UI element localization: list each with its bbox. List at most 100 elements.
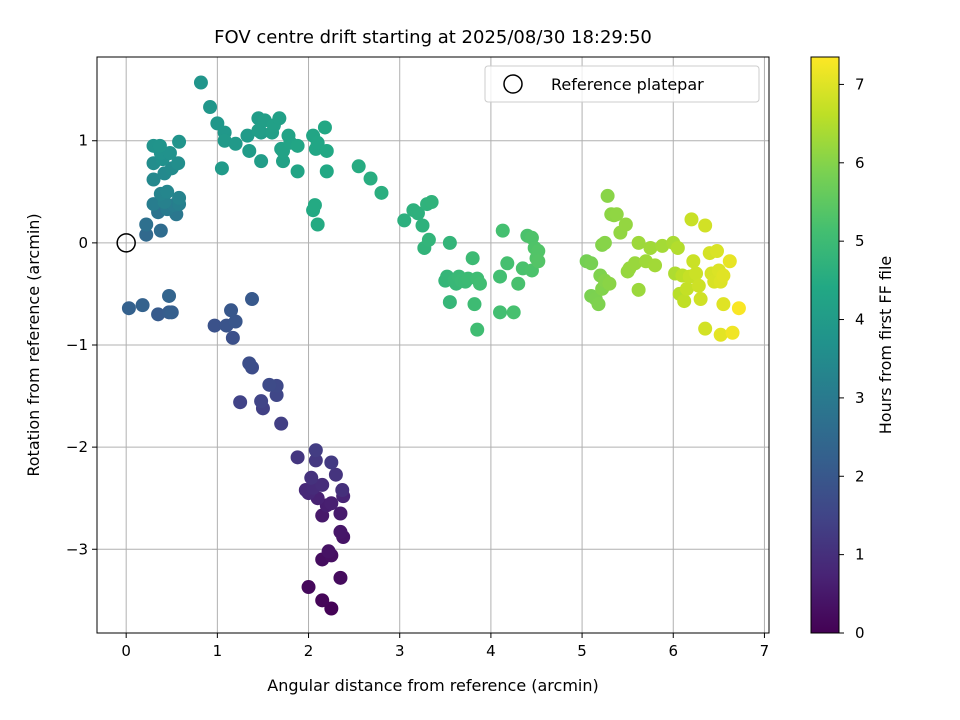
scatter-point xyxy=(139,217,154,232)
scatter-point xyxy=(193,75,208,90)
scatter-point xyxy=(245,292,260,307)
scatter-point xyxy=(627,256,642,271)
scatter-point xyxy=(290,450,305,465)
scatter-point xyxy=(324,496,339,511)
scatter-point xyxy=(531,254,546,269)
scatter-point xyxy=(321,544,336,559)
scatter-point xyxy=(618,217,633,232)
x-tick-label: 3 xyxy=(395,642,405,660)
scatter-point xyxy=(304,470,319,485)
scatter-point xyxy=(648,258,663,273)
x-tick-label: 2 xyxy=(304,642,314,660)
scatter-point xyxy=(324,455,339,470)
scatter-points xyxy=(121,75,746,616)
scatter-point xyxy=(677,294,692,309)
scatter-point xyxy=(146,197,161,212)
colorbar-tick-label: 5 xyxy=(855,232,865,250)
scatter-point xyxy=(262,377,277,392)
scatter-point xyxy=(698,321,713,336)
scatter-point xyxy=(374,185,389,200)
scatter-point xyxy=(162,146,177,160)
scatter-point xyxy=(172,190,187,205)
x-tick-label: 6 xyxy=(668,642,678,660)
scatter-point xyxy=(693,292,708,307)
scatter-point xyxy=(631,235,646,250)
scatter-point xyxy=(609,207,624,222)
scatter-point xyxy=(290,138,305,153)
scatter-point xyxy=(225,330,240,345)
colorbar: 0 1 2 3 4 5 6 7 Hours from first FF file xyxy=(810,56,895,642)
scatter-point xyxy=(251,123,266,138)
scatter-point xyxy=(146,172,161,187)
scatter-point xyxy=(465,251,480,266)
scatter-point xyxy=(319,164,334,179)
scatter-point xyxy=(228,136,243,151)
scatter-point xyxy=(308,453,323,468)
scatter-point xyxy=(725,325,740,340)
scatter-point xyxy=(467,297,482,312)
colorbar-tick-label: 6 xyxy=(855,154,865,172)
scatter-point xyxy=(716,297,731,312)
scatter-point xyxy=(290,164,305,179)
scatter-point xyxy=(442,295,457,310)
scatter-point xyxy=(689,266,704,281)
scatter-point xyxy=(397,213,412,228)
scatter-point xyxy=(679,281,694,296)
scatter-point xyxy=(233,395,248,410)
scatter-point xyxy=(495,223,510,238)
scatter-point xyxy=(684,212,699,227)
scatter-point xyxy=(272,111,287,126)
legend-label: Reference platepar xyxy=(551,75,704,94)
scatter-point xyxy=(217,133,232,148)
colorbar-ticks: 0 1 2 3 4 5 6 7 xyxy=(839,75,865,642)
scatter-point xyxy=(172,134,187,149)
scatter-point xyxy=(254,154,269,169)
scatter-point xyxy=(493,269,508,284)
y-tick-label: 1 xyxy=(78,132,88,150)
scatter-point xyxy=(531,244,546,259)
scatter-point xyxy=(319,143,334,158)
scatter-point xyxy=(333,570,348,585)
scatter-point xyxy=(415,218,430,233)
scatter-point xyxy=(643,240,658,255)
scatter-point xyxy=(470,322,485,337)
scatter-point xyxy=(228,314,243,329)
scatter-point xyxy=(333,524,348,539)
scatter-point xyxy=(351,159,366,174)
colorbar-tick-label: 2 xyxy=(855,467,865,485)
scatter-point xyxy=(324,601,339,616)
scatter-point xyxy=(424,195,439,210)
colorbar-label: Hours from first FF file xyxy=(876,256,895,435)
scatter-point xyxy=(493,305,508,320)
x-axis-label: Angular distance from reference (arcmin) xyxy=(267,676,598,695)
scatter-point xyxy=(602,276,617,291)
scatter-point xyxy=(301,580,316,595)
scatter-point xyxy=(224,303,239,318)
scatter-point xyxy=(691,278,706,293)
scatter-point xyxy=(308,443,323,458)
scatter-point xyxy=(310,135,325,150)
scatter-point xyxy=(410,206,425,221)
scatter-point xyxy=(254,394,269,409)
scatter-point xyxy=(670,240,685,255)
scatter-point xyxy=(152,138,167,153)
scatter-point xyxy=(600,188,615,203)
scatter-point xyxy=(655,238,670,253)
scatter-point xyxy=(698,218,713,233)
scatter-point xyxy=(242,143,257,158)
scatter-point xyxy=(597,235,612,250)
y-tick-label: −1 xyxy=(66,336,88,354)
scatter-point xyxy=(421,232,436,247)
scatter-point xyxy=(591,297,606,312)
scatter-point xyxy=(713,327,728,342)
scatter-point xyxy=(584,256,599,271)
scatter-point xyxy=(171,156,186,171)
colorbar-tick-label: 4 xyxy=(855,311,865,329)
scatter-point xyxy=(333,506,348,521)
scatter-point xyxy=(307,198,322,213)
x-tick-label: 4 xyxy=(486,642,496,660)
scatter-point xyxy=(317,120,332,135)
y-axis-ticks: −3 −2 −1 0 1 xyxy=(66,132,97,558)
colorbar-tick-label: 1 xyxy=(855,546,865,564)
